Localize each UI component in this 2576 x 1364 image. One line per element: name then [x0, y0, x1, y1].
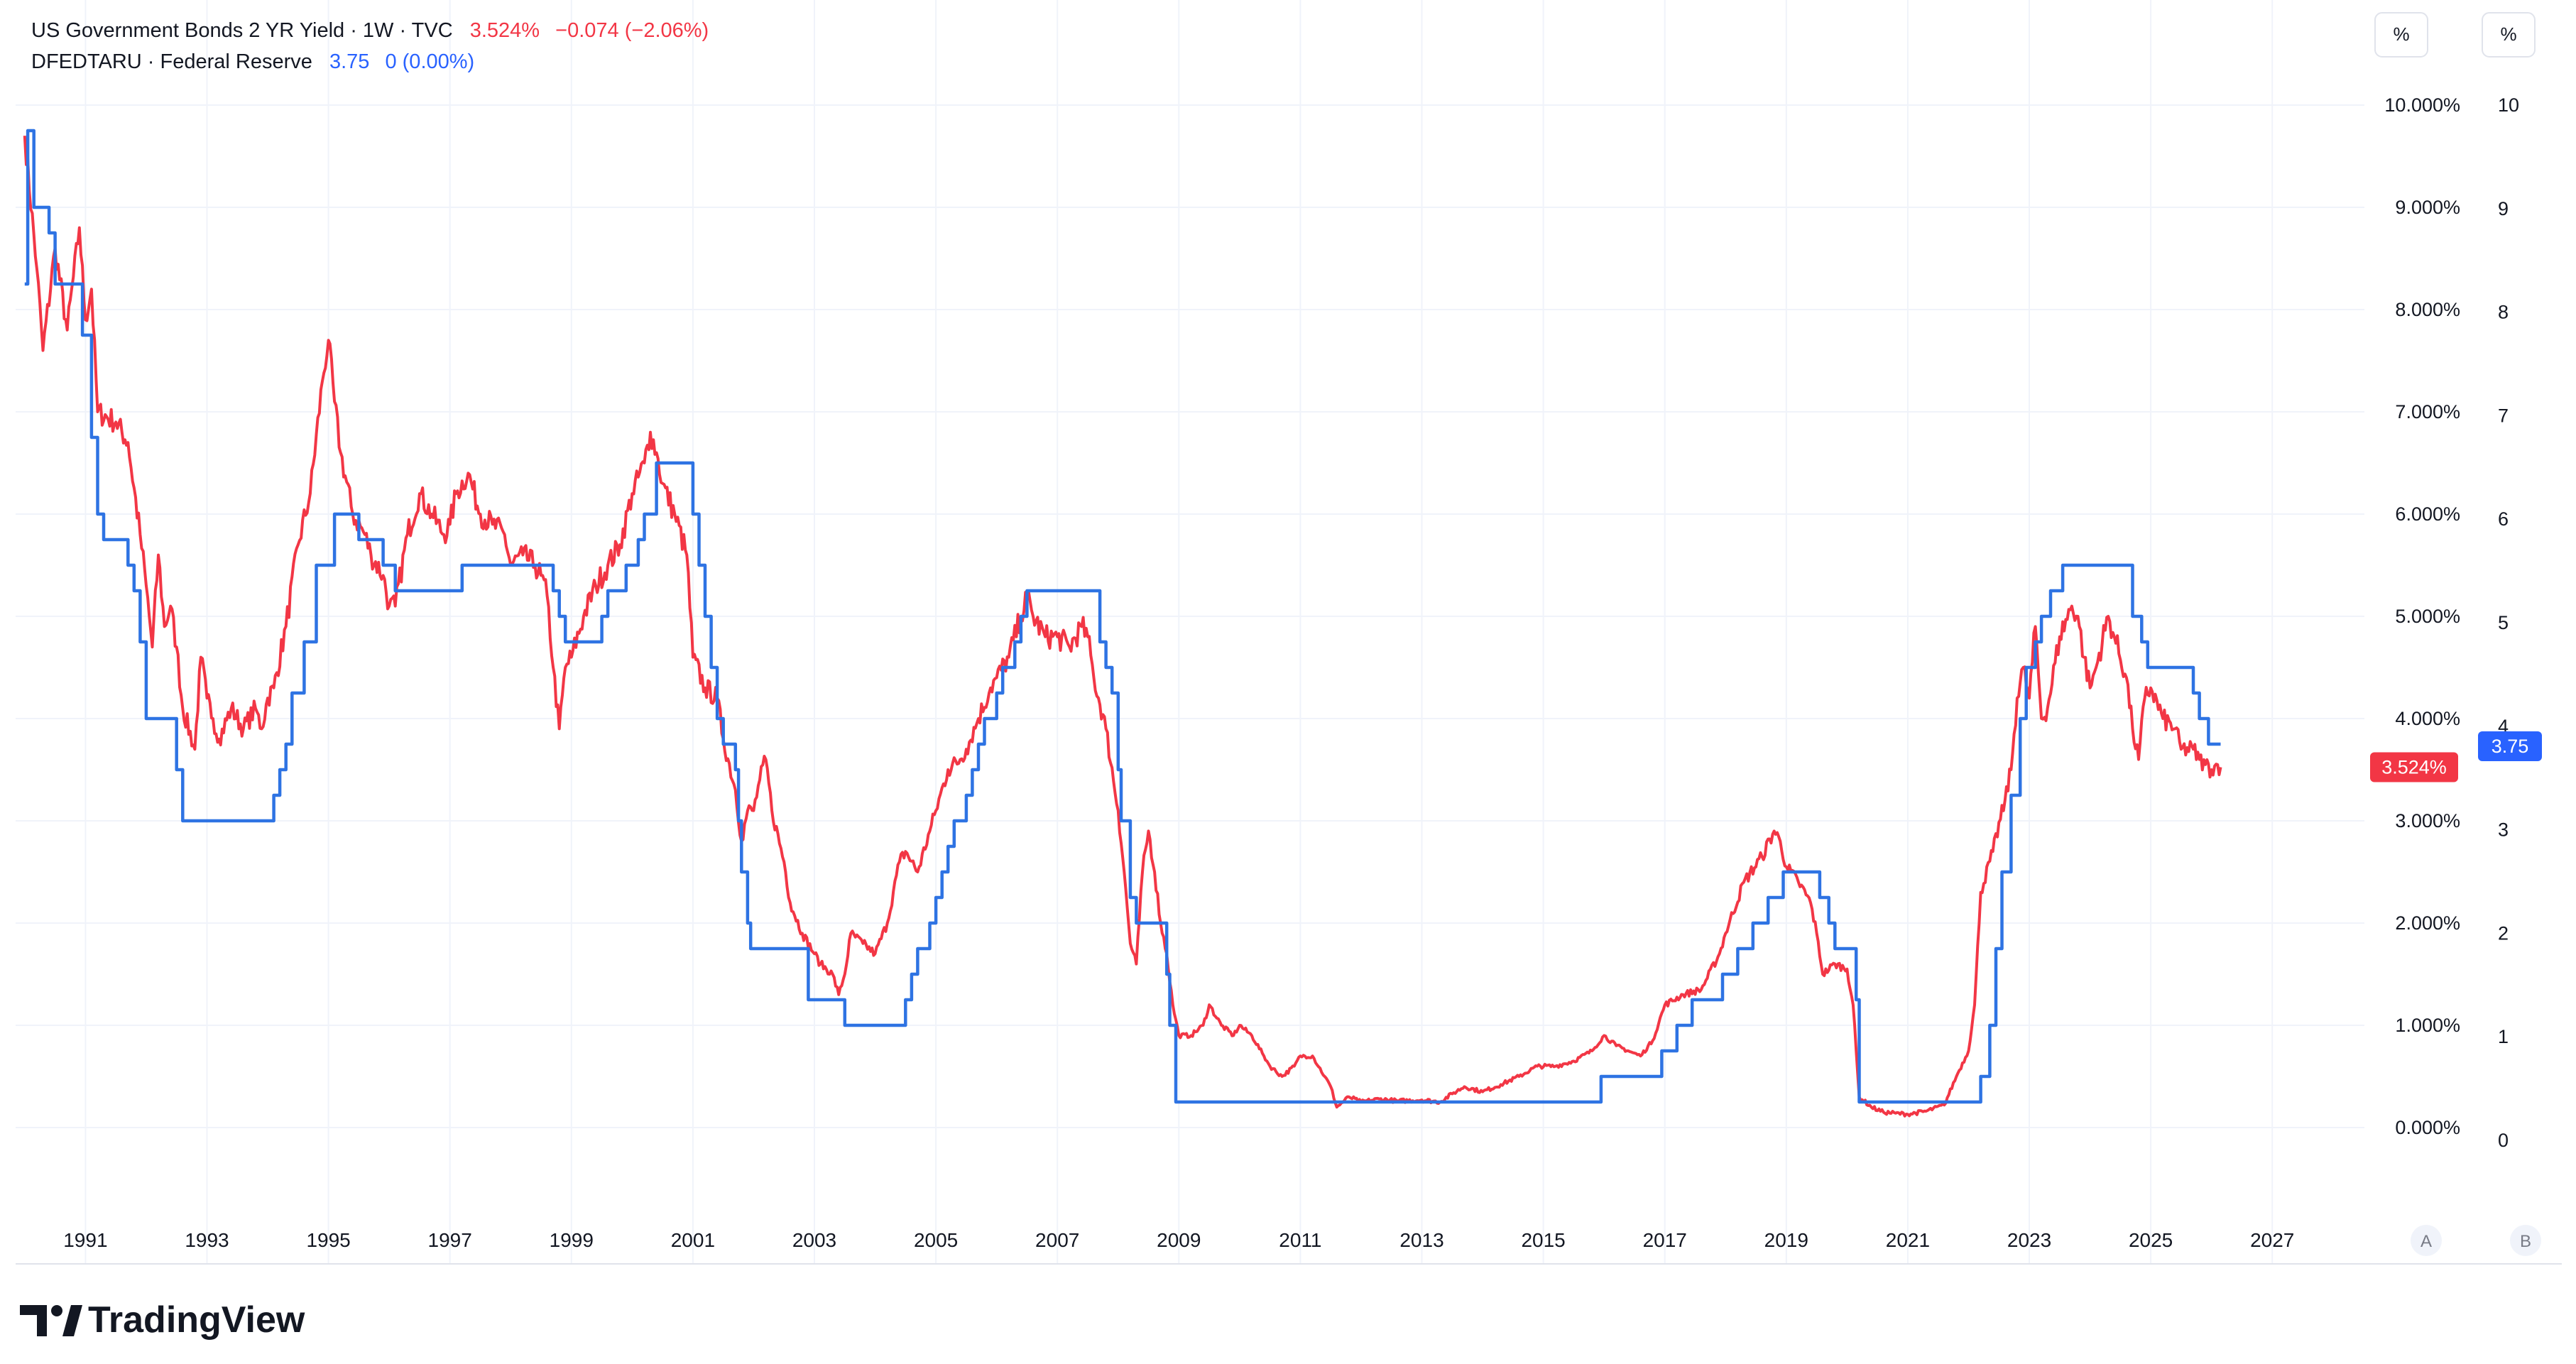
time-axis-tick-label: 2021 — [1886, 1229, 1930, 1251]
left-axis-tick-label: 1.000% — [2395, 1015, 2460, 1036]
right-axis-tick-label: 5 — [2498, 612, 2509, 633]
left-unit-label: % — [2393, 23, 2409, 45]
left-axis-tick-label: 10.000% — [2384, 94, 2460, 116]
fed-funds-series-line[interactable] — [24, 129, 2221, 1104]
time-axis-tick-label: 2003 — [792, 1229, 836, 1251]
left-axis-tick-label: 2.000% — [2395, 912, 2460, 934]
time-axis-tick-label: 2011 — [1279, 1229, 1321, 1251]
legend-fed-title: DFEDTARU · Federal Reserve — [31, 50, 312, 73]
left-price-axis[interactable]: 10.000% 9.000% 8.000% 7.000% 6.000% 5.000% 4.0… — [2384, 94, 2460, 1138]
right-axis-tick-label: 2 — [2498, 922, 2509, 944]
time-axis-tick-label: 1991 — [63, 1229, 107, 1251]
right-axis-tick-label: 3 — [2498, 819, 2509, 841]
time-axis-tick-label: 1997 — [428, 1229, 472, 1251]
right-auto-scale-button[interactable]: B — [2510, 1225, 2541, 1256]
time-axis-tick-label: 2013 — [1399, 1229, 1443, 1251]
svg-text:US Government Bonds 2 YR Yield: US Government Bonds 2 YR Yield · 1W · TV… — [31, 19, 709, 42]
tradingview-logo-icon — [20, 1305, 82, 1336]
right-unit-button[interactable]: % — [2482, 12, 2536, 58]
time-axis-tick-label: 2019 — [1764, 1229, 1808, 1251]
left-auto-label: A — [2421, 1232, 2432, 1251]
bond-last-price-text: 3.524% — [2381, 757, 2447, 778]
left-axis-tick-label: 8.000% — [2395, 299, 2460, 320]
left-axis-tick-label: 7.000% — [2395, 401, 2460, 422]
time-axis-tick-label: 2001 — [671, 1229, 715, 1251]
left-axis-tick-label: 9.000% — [2395, 197, 2460, 218]
grid — [16, 0, 2364, 1264]
left-axis-tick-label: 6.000% — [2395, 503, 2460, 525]
legend-fed-last: 3.75 — [329, 50, 369, 73]
legend-fed-change: 0 (0.00%) — [385, 50, 474, 73]
time-axis-tick-label: 1993 — [185, 1229, 229, 1251]
right-axis-tick-label: 9 — [2498, 198, 2509, 219]
tradingview-logo-text: TradingView — [88, 1299, 305, 1341]
left-unit-button[interactable]: % — [2374, 12, 2428, 58]
legend-bond-last: 3.524% — [470, 19, 540, 42]
time-axis-tick-label: 2017 — [1643, 1229, 1687, 1251]
time-axis-tick-label: 2015 — [1521, 1229, 1565, 1251]
time-axis-tick-label: 2005 — [914, 1229, 958, 1251]
fed-last-price-label: 3.75 — [2478, 731, 2542, 761]
time-axis-tick-label: 2027 — [2250, 1229, 2294, 1251]
svg-text:DFEDTARU · Federal Reserve: DFEDTARU · Federal Reserve 3.75 0 (0.00%… — [31, 50, 474, 73]
right-axis-tick-label: 7 — [2498, 405, 2509, 426]
right-axis-tick-label: 10 — [2498, 94, 2519, 116]
legend-bond-title: US Government Bonds 2 YR Yield · 1W · TV… — [31, 19, 453, 42]
right-axis-tick-label: 8 — [2498, 302, 2509, 323]
left-axis-tick-label: 3.000% — [2395, 810, 2460, 831]
fed-last-price-text: 3.75 — [2492, 736, 2529, 757]
time-axis-tick-label: 2023 — [2007, 1229, 2051, 1251]
time-axis[interactable]: 1991 1993 1995 1997 1999 2001 2003 2005 2007 2009… — [63, 1229, 2294, 1251]
right-axis-tick-label: 0 — [2498, 1130, 2509, 1151]
left-axis-tick-label: 4.000% — [2395, 708, 2460, 729]
right-axis-tick-label: 6 — [2498, 508, 2509, 530]
tradingview-logo[interactable]: TradingView — [20, 1299, 305, 1341]
legend-bond-change: −0.074 (−2.06%) — [555, 19, 709, 42]
left-auto-scale-button[interactable]: A — [2411, 1225, 2442, 1256]
time-axis-tick-label: 2025 — [2129, 1229, 2173, 1251]
time-axis-tick-label: 2009 — [1157, 1229, 1201, 1251]
right-auto-label: B — [2520, 1232, 2531, 1251]
left-axis-tick-label: 5.000% — [2395, 606, 2460, 627]
time-axis-tick-label: 1995 — [306, 1229, 350, 1251]
time-axis-tick-label: 2007 — [1035, 1229, 1079, 1251]
legend: US Government Bonds 2 YR Yield · 1W · TV… — [31, 19, 709, 73]
time-axis-tick-label: 1999 — [550, 1229, 594, 1251]
plot-area[interactable] — [23, 129, 2222, 1118]
right-unit-label: % — [2500, 23, 2516, 45]
right-axis-tick-label: 1 — [2498, 1026, 2509, 1047]
bond-last-price-label: 3.524% — [2370, 752, 2458, 782]
legend-row-bond[interactable]: US Government Bonds 2 YR Yield · 1W · TV… — [31, 19, 709, 42]
bond-yield-series-line[interactable] — [23, 136, 2222, 1118]
left-axis-tick-label: 0.000% — [2395, 1117, 2460, 1138]
legend-row-fed[interactable]: DFEDTARU · Federal Reserve 3.75 0 (0.00%… — [31, 50, 474, 73]
